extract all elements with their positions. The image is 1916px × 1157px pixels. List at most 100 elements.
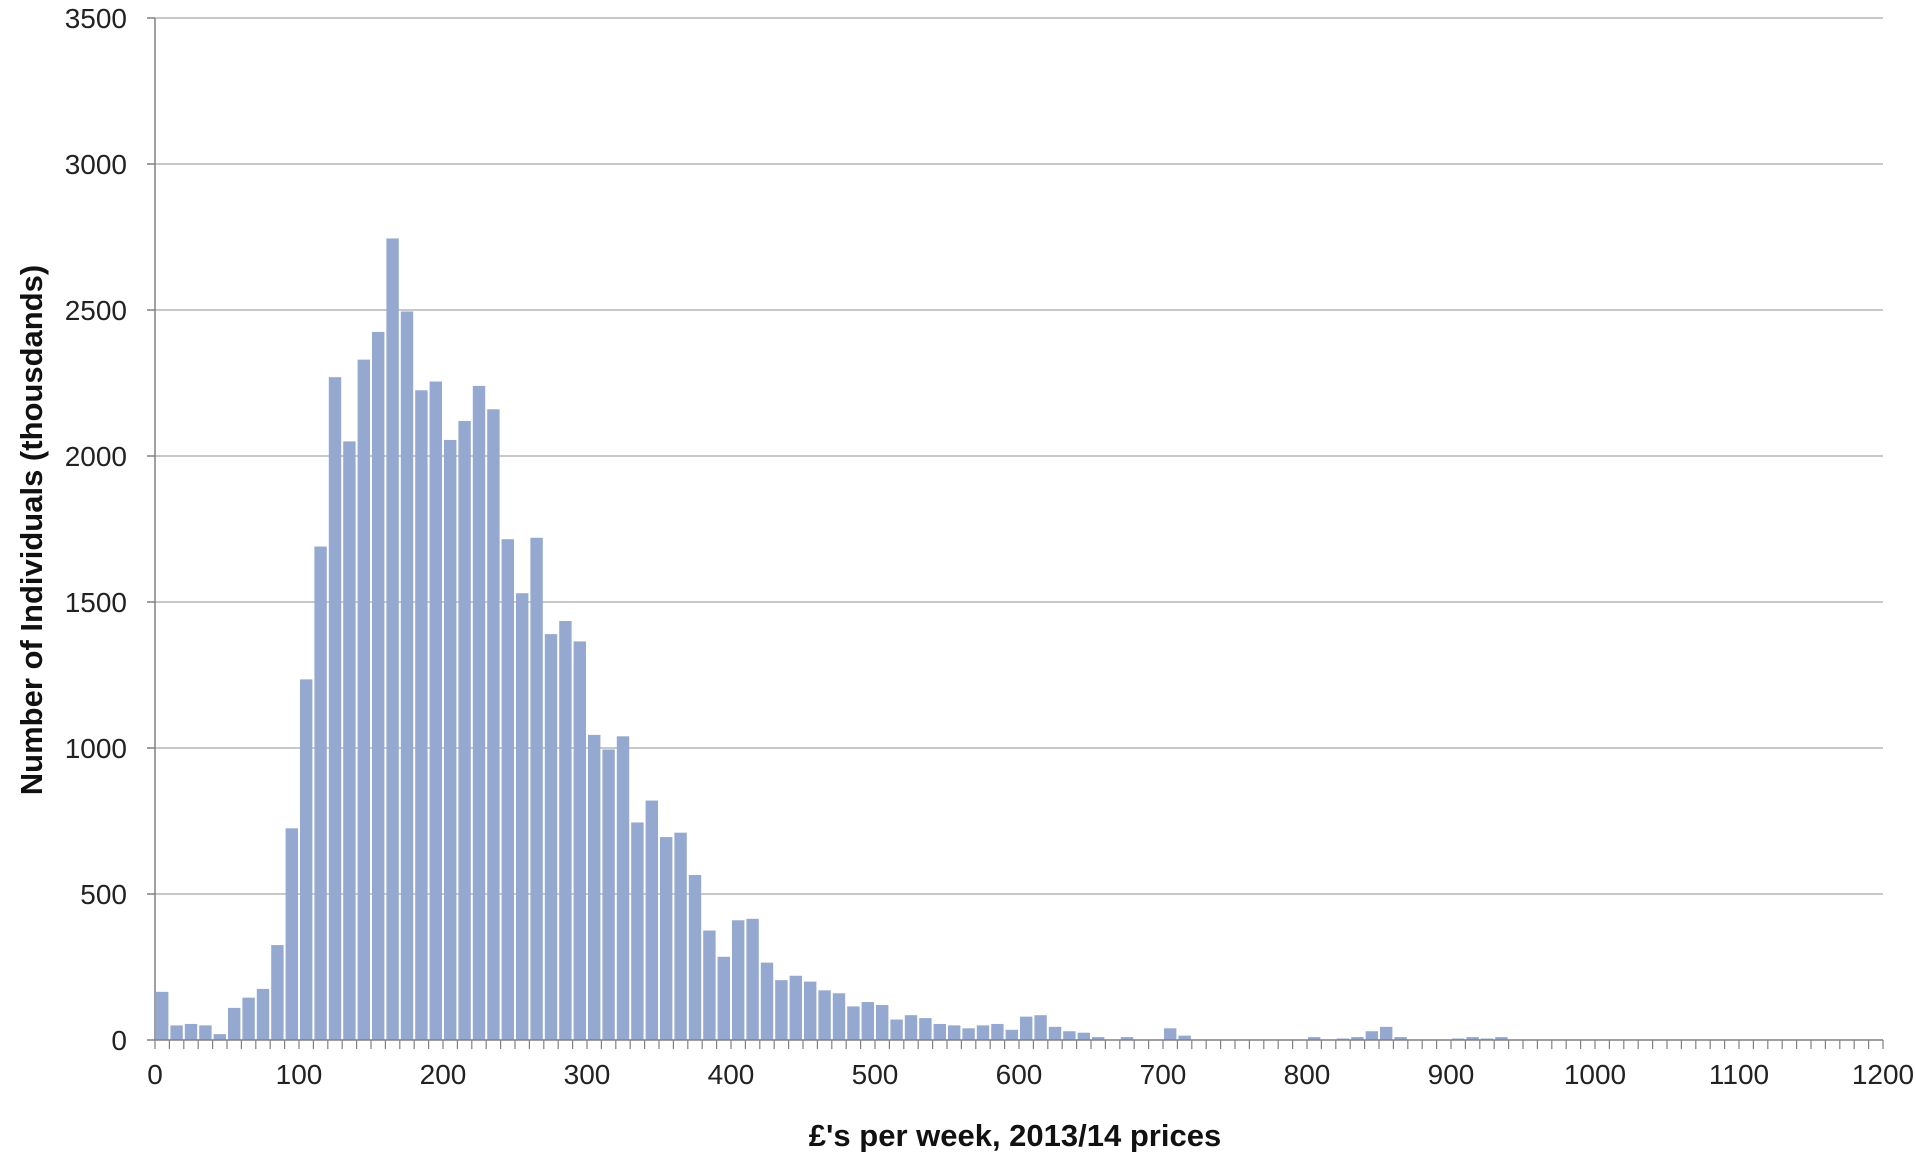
histogram-bar	[1380, 1026, 1393, 1040]
histogram-bar	[1394, 1037, 1407, 1040]
y-tick-label: 3000	[65, 149, 127, 180]
histogram-bar	[760, 962, 774, 1040]
histogram-bar	[631, 822, 644, 1040]
histogram-bar	[674, 832, 687, 1040]
x-tick-label: 1100	[1709, 1059, 1769, 1090]
histogram-bar	[602, 749, 615, 1040]
histogram-bar	[976, 1025, 990, 1040]
histogram-bar	[242, 997, 255, 1040]
histogram-bar	[861, 1002, 874, 1040]
histogram-bar	[832, 993, 846, 1040]
histogram-bar	[660, 837, 673, 1040]
histogram-bar	[818, 990, 831, 1040]
histogram-bar	[991, 1023, 1004, 1040]
histogram-bar	[962, 1028, 975, 1040]
histogram-bar	[1351, 1037, 1364, 1040]
histogram-bar	[213, 1034, 226, 1040]
y-tick-label: 500	[80, 879, 127, 910]
histogram-bar	[1034, 1015, 1047, 1040]
x-tick-label: 100	[276, 1059, 323, 1090]
histogram-bar	[530, 537, 543, 1040]
histogram-bar	[487, 409, 500, 1040]
histogram-bar	[1466, 1037, 1479, 1040]
histogram-bar	[703, 930, 716, 1040]
histogram-bar	[588, 734, 601, 1040]
gridlines	[155, 17, 1883, 895]
y-tick-label: 1500	[65, 587, 127, 618]
x-tick-label: 0	[147, 1059, 163, 1090]
histogram-bar	[1120, 1037, 1134, 1040]
histogram-bar	[1365, 1031, 1378, 1040]
histogram-bar	[256, 988, 270, 1040]
x-tick-label: 1000	[1564, 1059, 1626, 1090]
histogram-bar	[645, 800, 658, 1040]
y-tick-label: 1000	[65, 733, 127, 764]
histogram-bar	[688, 875, 702, 1040]
bars	[156, 238, 1508, 1041]
histogram-bar	[559, 620, 572, 1040]
x-tick-label: 800	[1284, 1059, 1331, 1090]
x-tick-label: 1200	[1852, 1059, 1914, 1090]
histogram-bar	[573, 641, 586, 1040]
histogram-bar	[516, 593, 529, 1040]
x-tick-label: 600	[996, 1059, 1043, 1090]
histogram-bar	[444, 439, 457, 1040]
histogram-bar	[890, 1019, 903, 1040]
x-tick-label: 900	[1428, 1059, 1475, 1090]
histogram-bar	[544, 634, 558, 1040]
histogram-bar	[415, 390, 428, 1040]
x-tick-label: 300	[564, 1059, 611, 1090]
histogram-bar	[746, 918, 759, 1040]
histogram-bar	[285, 828, 298, 1040]
histogram-bar	[919, 1018, 932, 1040]
histogram-bar	[1063, 1031, 1076, 1040]
histogram-bar	[170, 1025, 183, 1040]
histogram-bar	[775, 980, 788, 1040]
histogram-bar	[1178, 1035, 1191, 1040]
histogram-bar	[732, 920, 745, 1040]
histogram-bar	[1020, 1016, 1033, 1040]
histogram-bar	[156, 991, 169, 1040]
x-axis-title: £'s per week, 2013/14 prices	[809, 1118, 1221, 1152]
histogram-bar	[789, 975, 802, 1040]
histogram-bar	[948, 1025, 961, 1040]
histogram-bar	[501, 539, 514, 1040]
histogram-bar	[429, 381, 442, 1040]
y-tick-label: 2000	[65, 441, 127, 472]
histogram-bar	[472, 385, 486, 1040]
histogram-bar	[357, 359, 370, 1040]
histogram-bar	[933, 1023, 946, 1040]
y-tick-label: 2500	[65, 295, 127, 326]
histogram-bar	[876, 1004, 889, 1040]
tick-labels: 0 500 1000 1500 2000 2500 3000 3500 0 100 200 300 40…	[65, 3, 1914, 1090]
histogram-bar	[616, 736, 630, 1040]
x-tick-label: 700	[1140, 1059, 1187, 1090]
axes	[147, 17, 1884, 1049]
histogram-bar	[372, 331, 385, 1040]
histogram-bar	[343, 441, 356, 1040]
histogram-bar	[386, 238, 399, 1040]
histogram-bar	[1164, 1028, 1177, 1040]
x-tick-label: 200	[420, 1059, 467, 1090]
x-tick-label: 500	[852, 1059, 899, 1090]
histogram-bar	[300, 679, 313, 1040]
histogram-bar	[1048, 1026, 1062, 1040]
histogram-bar	[199, 1025, 212, 1040]
histogram-bar	[228, 1007, 241, 1040]
histogram-bar	[328, 377, 342, 1040]
y-tick-label: 0	[111, 1025, 127, 1056]
histogram-bar	[314, 546, 327, 1040]
histogram-bar	[1092, 1037, 1105, 1040]
histogram-bar	[184, 1023, 198, 1040]
histogram-bar	[1495, 1037, 1508, 1040]
y-tick-label: 3500	[65, 3, 127, 34]
histogram-bar	[904, 1015, 918, 1040]
histogram-bar	[400, 311, 414, 1041]
y-axis-title: Number of Individuals (thousdands)	[14, 265, 49, 795]
histogram-bar	[1308, 1037, 1321, 1040]
histogram-bar	[271, 945, 284, 1040]
histogram-bar	[458, 420, 471, 1041]
histogram-bar	[847, 1006, 860, 1040]
